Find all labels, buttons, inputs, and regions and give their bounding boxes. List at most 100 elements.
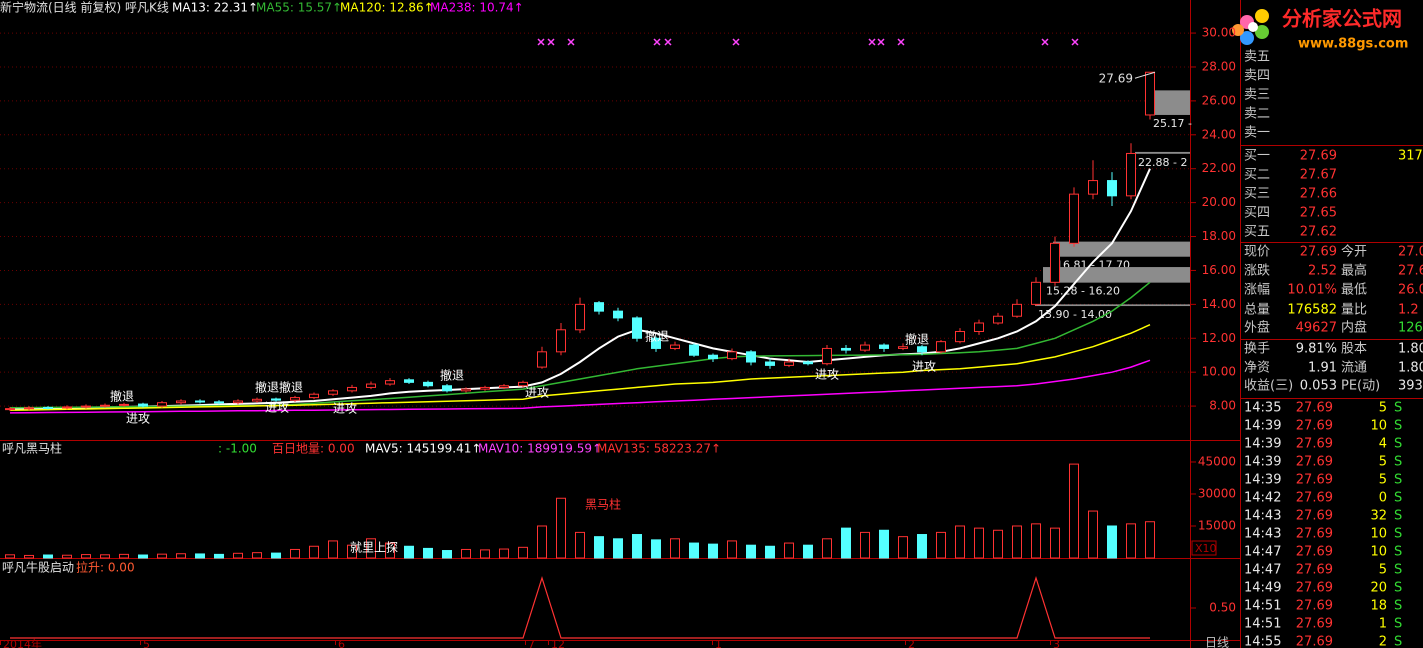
- logo-petal: [1255, 9, 1269, 23]
- legend-entry: MA55: 15.57↑: [256, 1, 342, 15]
- candle-body: [1088, 180, 1098, 195]
- x-tick-label: 2: [908, 638, 915, 648]
- candle-body: [100, 404, 110, 407]
- trade-side: S: [1394, 563, 1402, 578]
- y-tick-label: 22.00: [1202, 161, 1236, 175]
- volume-bar: [879, 529, 889, 559]
- legend-entry: MA120: 12.86↑: [340, 1, 434, 15]
- signal-label: 进攻: [126, 412, 150, 426]
- signal-label: 撤退: [905, 332, 929, 347]
- top-marker: [877, 38, 885, 46]
- price-zone: [1150, 90, 1190, 115]
- volume-bar: [784, 542, 794, 559]
- price-zone: [1043, 267, 1190, 283]
- volume-bar: [5, 554, 15, 559]
- volume-bar: [1031, 523, 1041, 559]
- volume-bar: [974, 527, 984, 559]
- candle-body: [423, 381, 433, 387]
- bid-label: 买五: [1244, 225, 1270, 240]
- candle-body: [271, 398, 281, 401]
- signal-label: 撤退: [645, 329, 669, 344]
- trade-price: 27.69: [1296, 455, 1333, 470]
- stat-value: 1.91: [1308, 361, 1337, 376]
- trade-time: 14:55: [1244, 635, 1281, 648]
- candle-body: [347, 386, 357, 392]
- bid-label: 买二: [1244, 168, 1270, 183]
- trade-volume: 0: [1379, 491, 1387, 506]
- stat-label: 股本: [1341, 342, 1367, 357]
- candle-body: [328, 390, 338, 395]
- candle-body: [651, 337, 661, 349]
- panel-annotation: 就里上探: [350, 541, 398, 555]
- volume-bar: [290, 548, 300, 559]
- candle-body: [575, 303, 585, 331]
- price-zone: [1053, 241, 1190, 257]
- volume-bar: [1145, 521, 1155, 559]
- trade-side: S: [1394, 545, 1402, 560]
- ask-label: 卖二: [1244, 107, 1270, 122]
- trade-volume: 10: [1370, 545, 1387, 560]
- stat-label: PE(动): [1341, 379, 1380, 394]
- ask-label: 卖四: [1244, 69, 1270, 84]
- volume-bar: [765, 545, 775, 559]
- volume-bar: [1012, 525, 1022, 559]
- candle-body: [556, 329, 566, 353]
- panel-subtitle: MAV10: 189919.59↑: [478, 442, 602, 456]
- volume-bar: [518, 546, 528, 559]
- stat-value: 1.80: [1398, 342, 1423, 357]
- panel-subtitle: : -1.00: [218, 442, 257, 456]
- stat-label: 收益(三): [1244, 379, 1293, 394]
- trade-side: S: [1394, 599, 1402, 614]
- candle-body: [765, 361, 775, 366]
- trade-volume: 4: [1379, 437, 1387, 452]
- trade-volume: 10: [1370, 527, 1387, 542]
- volume-bar: [1107, 525, 1117, 559]
- y-tick-label: 15000: [1198, 518, 1236, 532]
- trade-price: 27.69: [1296, 491, 1333, 506]
- volume-bar: [1088, 510, 1098, 559]
- scale-box: [1191, 540, 1217, 556]
- volume-bar: [651, 539, 661, 559]
- candle-body: [1126, 152, 1136, 197]
- trade-time: 14:43: [1244, 527, 1281, 542]
- top-marker: [664, 38, 672, 46]
- stat-value: 27.69: [1300, 245, 1337, 260]
- x-tick-label: 6: [338, 638, 345, 648]
- panel-subtitle: 百日地量: 0.00: [272, 442, 355, 456]
- volume-bar: [1050, 527, 1060, 559]
- trade-time: 14:43: [1244, 509, 1281, 524]
- candle-body: [442, 385, 452, 392]
- y-tick-label: 30.00: [1202, 26, 1236, 40]
- volume-bar: [689, 542, 699, 559]
- trade-price: 27.69: [1296, 401, 1333, 416]
- signal-label: 撤退: [440, 368, 464, 383]
- trade-side: S: [1394, 455, 1402, 470]
- candle-body: [309, 393, 319, 399]
- y-tick-label: 8.00: [1209, 399, 1236, 413]
- candle-body: [404, 379, 414, 383]
- zone-label: 22.88 - 2: [1138, 156, 1187, 169]
- volume-bar: [252, 552, 262, 559]
- trade-price: 27.69: [1296, 635, 1333, 648]
- bid-volume: 317: [1398, 149, 1423, 164]
- trade-price: 27.69: [1296, 527, 1333, 542]
- stat-label: 现价: [1244, 245, 1270, 260]
- candle-body: [613, 310, 623, 319]
- stat-label: 量比: [1341, 303, 1367, 318]
- trade-side: S: [1394, 419, 1402, 434]
- stat-value: 1.80: [1398, 361, 1423, 376]
- volume-bar: [24, 554, 34, 559]
- trade-side: S: [1394, 635, 1402, 648]
- x-tick-label: 5: [143, 638, 150, 648]
- candle-body: [670, 344, 680, 349]
- volume-bar: [233, 552, 243, 559]
- bid-price: 27.67: [1300, 168, 1337, 183]
- candle-body: [898, 346, 908, 349]
- candle-body: [385, 380, 395, 385]
- trade-side: S: [1394, 617, 1402, 632]
- top-marker: [547, 38, 555, 46]
- trade-price: 27.69: [1296, 509, 1333, 524]
- volume-bar: [499, 548, 509, 559]
- bid-price: 27.65: [1300, 206, 1337, 221]
